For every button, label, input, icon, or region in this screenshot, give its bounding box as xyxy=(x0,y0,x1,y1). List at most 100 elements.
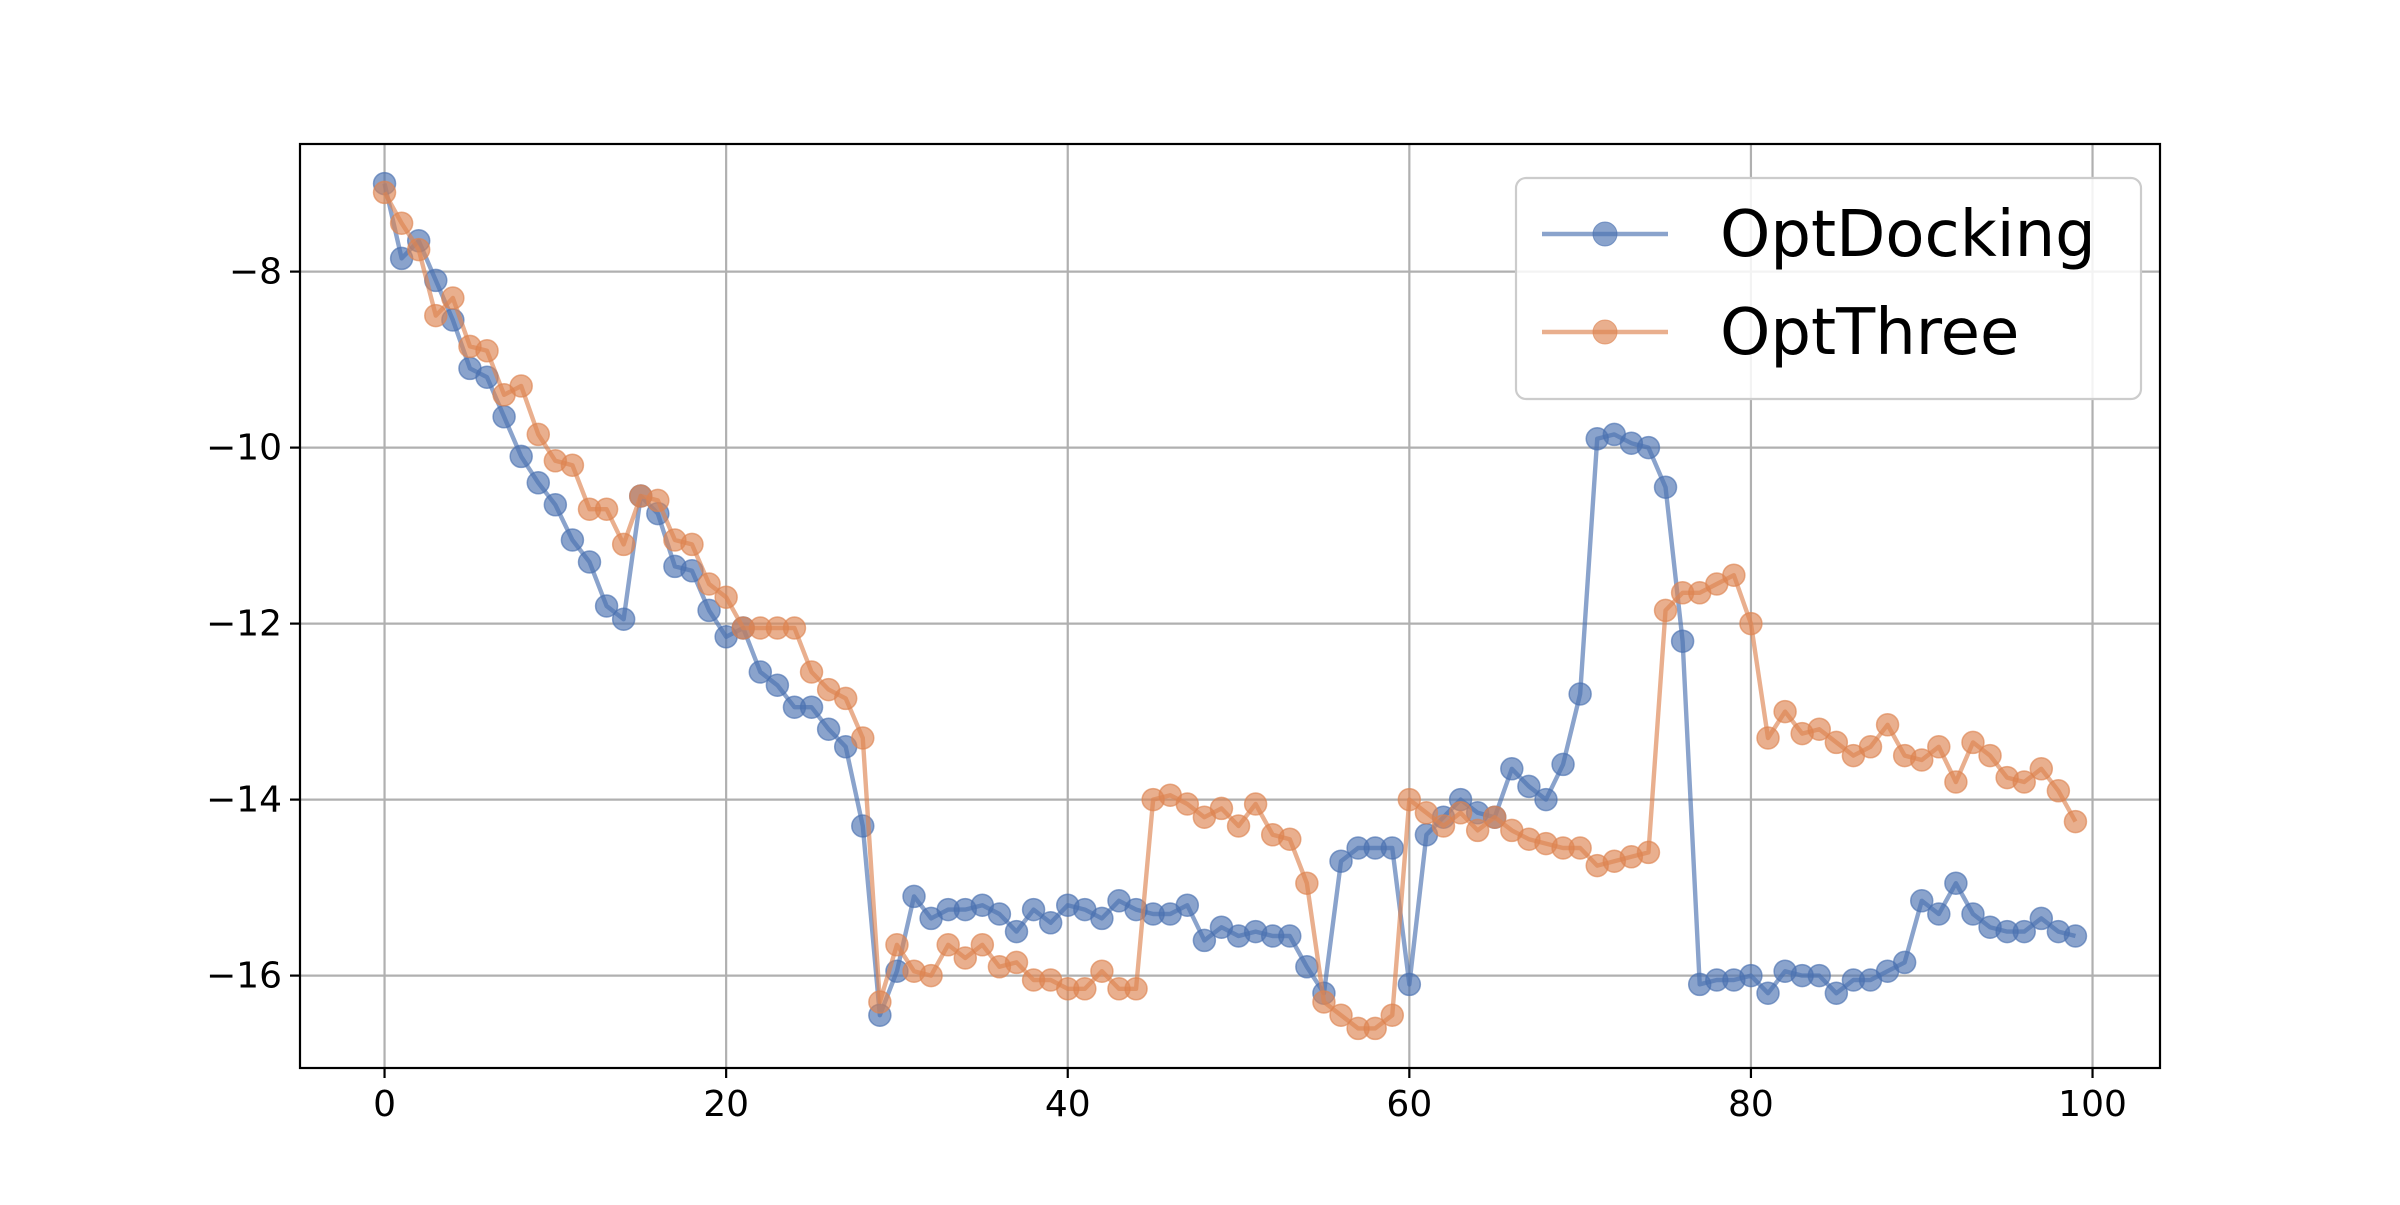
data-point xyxy=(1670,629,1695,653)
data-point xyxy=(1978,743,2002,768)
data-point xyxy=(1278,924,1302,948)
data-point xyxy=(1482,805,1507,829)
data-point xyxy=(765,673,790,697)
data-point xyxy=(475,339,499,363)
legend-box xyxy=(1514,176,2143,401)
data-point xyxy=(1517,774,1541,799)
data-point xyxy=(1944,770,1968,794)
legend-label: OptThree xyxy=(1720,296,2019,370)
data-point xyxy=(1363,1016,1387,1041)
data-point xyxy=(799,660,824,684)
data-point xyxy=(492,405,516,429)
y-tick-label: −8 xyxy=(229,252,282,293)
data-point xyxy=(1909,748,1934,772)
data-point xyxy=(1824,981,1849,1005)
data-point xyxy=(714,585,738,609)
data-point xyxy=(560,528,585,552)
data-point xyxy=(816,717,841,741)
data-point xyxy=(1073,977,1097,1001)
data-point xyxy=(509,374,533,398)
data-point xyxy=(697,572,721,596)
data-point xyxy=(1038,911,1063,935)
data-point xyxy=(1944,871,1968,895)
data-point xyxy=(970,933,995,957)
data-point xyxy=(1380,836,1405,860)
data-point xyxy=(389,211,414,235)
data-point xyxy=(1124,977,1148,1001)
data-point xyxy=(1961,902,1985,926)
data-point xyxy=(1739,611,1763,636)
data-point xyxy=(868,990,892,1014)
data-point xyxy=(1756,726,1780,750)
data-point xyxy=(1397,787,1422,812)
data-point xyxy=(902,884,926,909)
data-point xyxy=(987,902,1012,926)
data-point xyxy=(833,686,858,711)
data-point xyxy=(748,660,773,684)
data-point xyxy=(953,946,978,970)
legend-item-optthree: OptThree xyxy=(1542,296,2019,370)
data-point xyxy=(406,237,431,262)
x-axis: 0 20 40 60 80 100 xyxy=(373,1068,2127,1125)
data-point xyxy=(2012,770,2036,794)
data-point xyxy=(2063,924,2088,948)
legend-label: OptDocking xyxy=(1720,198,2096,272)
x-tick-label: 20 xyxy=(703,1084,749,1125)
data-point xyxy=(1534,787,1558,812)
data-point xyxy=(1927,735,1951,759)
data-point xyxy=(1243,792,1268,816)
data-point xyxy=(1892,950,1917,975)
data-point xyxy=(1312,990,1336,1014)
data-point xyxy=(1380,1003,1405,1027)
data-point xyxy=(611,607,636,631)
data-point xyxy=(1636,840,1661,865)
data-point xyxy=(1653,475,1678,499)
data-point xyxy=(1756,981,1780,1005)
data-point xyxy=(543,493,568,517)
legend-item-optdocking: OptDocking xyxy=(1542,198,2096,272)
data-point xyxy=(2029,906,2054,931)
series-layer xyxy=(372,171,2088,1041)
legend-marker xyxy=(1592,221,1618,247)
data-point xyxy=(936,933,960,957)
data-point xyxy=(611,532,636,557)
data-point xyxy=(1278,827,1302,851)
x-tick-label: 0 xyxy=(373,1084,396,1125)
data-point xyxy=(1090,906,1114,931)
data-point xyxy=(2046,779,2071,803)
data-point xyxy=(1021,897,1046,922)
data-point xyxy=(526,422,551,447)
data-point xyxy=(1653,598,1678,623)
data-point xyxy=(1090,959,1114,983)
y-tick-label: −16 xyxy=(206,956,282,997)
y-axis: −8 −10 −12 −14 −16 xyxy=(206,252,300,997)
series-line xyxy=(382,191,2078,1031)
data-point xyxy=(851,726,875,750)
data-point xyxy=(1414,801,1439,825)
data-point xyxy=(1551,752,1575,777)
data-point xyxy=(1448,801,1473,825)
data-point xyxy=(885,933,909,957)
data-point xyxy=(577,550,602,574)
data-point xyxy=(1858,735,1883,759)
data-point xyxy=(1773,699,1797,724)
data-point xyxy=(1465,818,1490,843)
data-point xyxy=(1568,836,1592,860)
x-tick-label: 100 xyxy=(2058,1084,2127,1125)
data-point xyxy=(1722,563,1746,587)
data-point xyxy=(1329,849,1353,873)
data-point xyxy=(1807,717,1832,741)
data-point xyxy=(1192,928,1217,953)
series-optthree xyxy=(372,180,2088,1041)
data-point xyxy=(799,695,824,719)
data-point xyxy=(1175,893,1200,917)
data-point xyxy=(1226,814,1251,838)
y-tick-label: −14 xyxy=(206,780,282,821)
x-tick-label: 40 xyxy=(1045,1084,1091,1125)
data-point xyxy=(782,616,807,640)
data-point xyxy=(1500,757,1524,781)
data-point xyxy=(697,598,721,623)
x-tick-label: 80 xyxy=(1728,1084,1774,1125)
data-point xyxy=(919,963,943,988)
